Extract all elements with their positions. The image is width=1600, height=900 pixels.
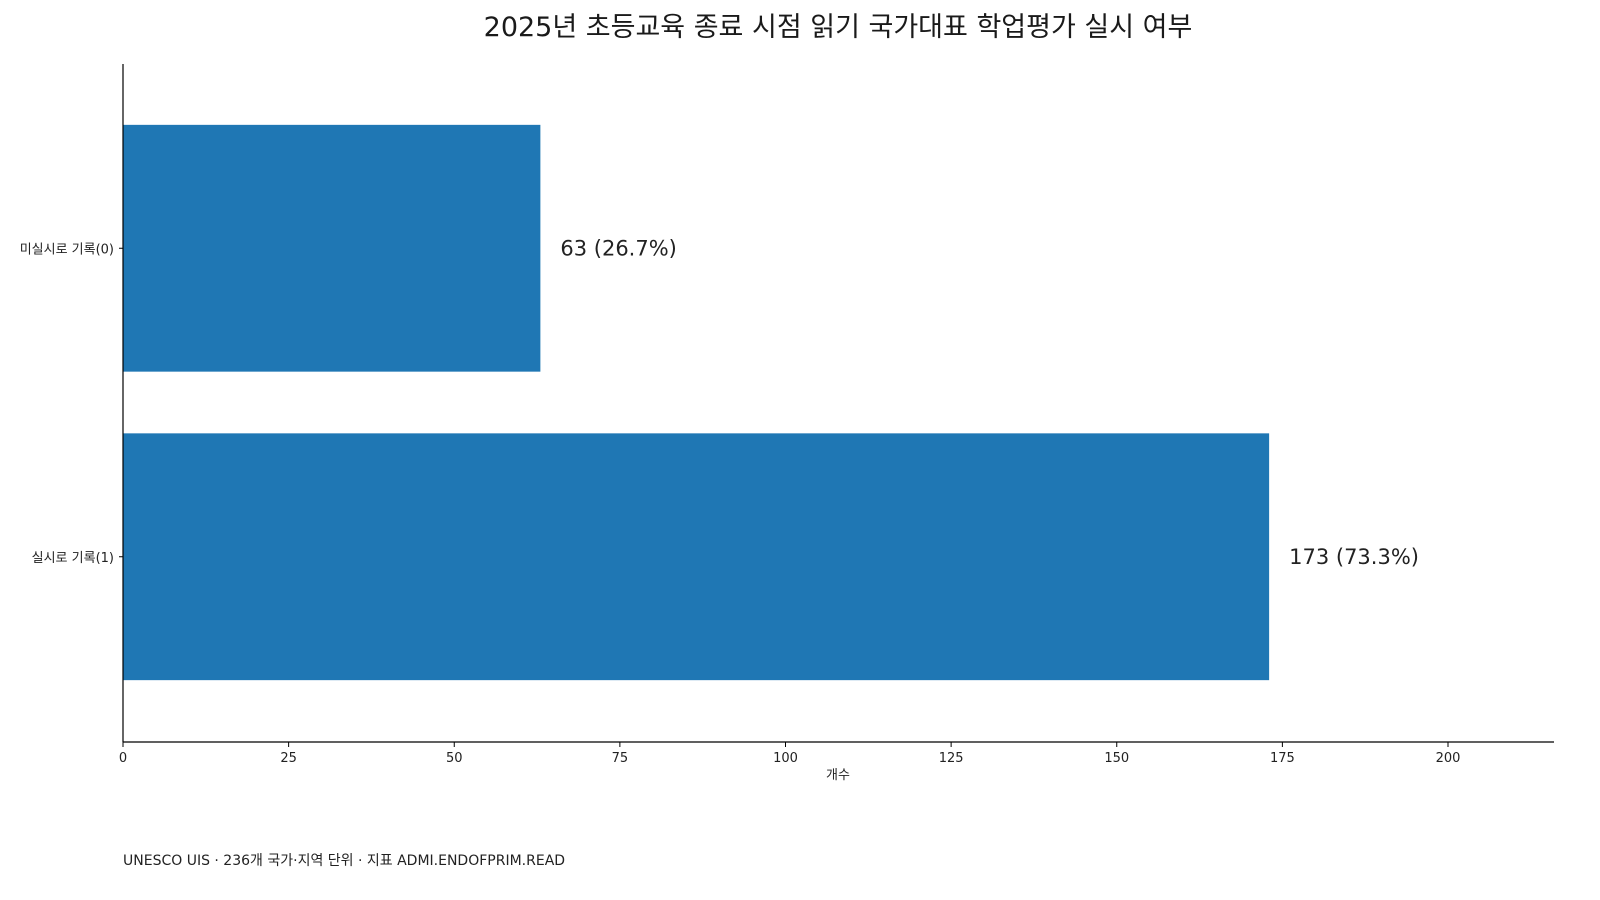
x-tick-label-7: 175 xyxy=(1270,751,1295,766)
source-note: UNESCO UIS · 236개 국가·지역 단위 · 지표 ADMI.END… xyxy=(123,853,565,869)
x-tick-label-6: 150 xyxy=(1104,751,1129,766)
chart-title: 2025년 초등교육 종료 시점 읽기 국가대표 학업평가 실시 여부 xyxy=(484,12,1193,43)
x-tick-label-0: 0 xyxy=(119,751,127,766)
data-label-0: 63 (26.7%) xyxy=(560,236,677,260)
y-tick-label-0: 미실시로 기록(0) xyxy=(20,242,114,257)
y-axis-ticks: 미실시로 기록(0) 실시로 기록(1) xyxy=(20,242,123,566)
bar-1 xyxy=(123,433,1270,681)
x-tick-label-8: 200 xyxy=(1436,751,1461,766)
data-labels-layer: 63 (26.7%) 173 (73.3%) xyxy=(560,236,1419,569)
x-tick-label-2: 50 xyxy=(446,751,463,766)
data-label-1: 173 (73.3%) xyxy=(1289,545,1419,569)
x-axis-label: 개수 xyxy=(826,768,850,783)
x-tick-label-1: 25 xyxy=(280,751,297,766)
x-tick-label-4: 100 xyxy=(773,751,798,766)
bar-0 xyxy=(123,124,541,372)
y-tick-label-1: 실시로 기록(1) xyxy=(32,551,114,566)
x-tick-label-5: 125 xyxy=(939,751,964,766)
bars-layer xyxy=(123,124,1270,681)
x-axis-ticks: 0 25 50 75 100 125 150 175 200 xyxy=(119,742,1461,766)
x-tick-label-3: 75 xyxy=(612,751,629,766)
